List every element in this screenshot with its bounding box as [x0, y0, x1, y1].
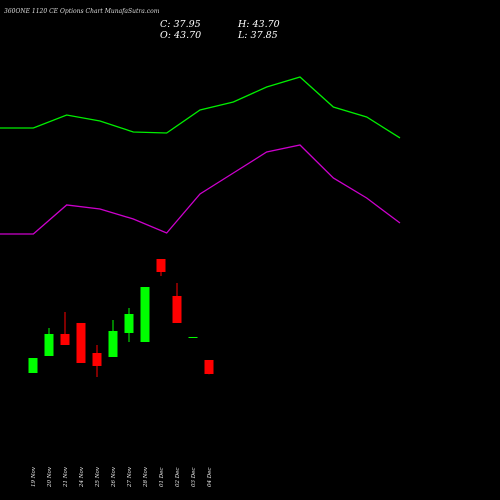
indicator-line [0, 144, 401, 235]
low-label: L: 37.85 [237, 30, 278, 41]
candle-body [204, 359, 214, 374]
x-tick-label: 21 Nov [63, 466, 69, 488]
x-tick-label: 02 Dec [175, 468, 181, 488]
candle-body [92, 353, 102, 366]
chart-title: 360ONE 1120 CE Options Chart MunafaSutra… [4, 8, 160, 15]
x-tick-label: 26 Nov [111, 466, 117, 488]
x-tick-label: 25 Nov [95, 466, 101, 488]
candle-body [172, 295, 182, 323]
x-tick-label: 27 Nov [127, 466, 133, 488]
candle-body [76, 322, 86, 363]
x-tick-label: 03 Dec [191, 468, 197, 488]
x-tick-label: 28 Nov [143, 466, 149, 488]
candle-body [44, 333, 54, 357]
candle-body [188, 336, 198, 338]
high-label: H: 43.70 [237, 19, 280, 30]
candle-body [124, 314, 134, 333]
candle-body [140, 286, 150, 343]
x-tick-label: 01 Dec [159, 468, 165, 488]
close-label: C: 37.95 [160, 19, 201, 30]
candle-body [28, 357, 38, 373]
candle-body [108, 330, 118, 358]
indicator-line [0, 76, 401, 139]
x-tick-label: 20 Nov [47, 466, 53, 488]
candle-body [156, 258, 166, 272]
open-label: O: 43.70 [160, 30, 201, 41]
x-tick-label: 04 Dec [207, 468, 213, 488]
candle-body [60, 333, 70, 345]
x-tick-label: 24 Nov [79, 466, 85, 488]
x-tick-label: 19 Nov [31, 466, 37, 487]
